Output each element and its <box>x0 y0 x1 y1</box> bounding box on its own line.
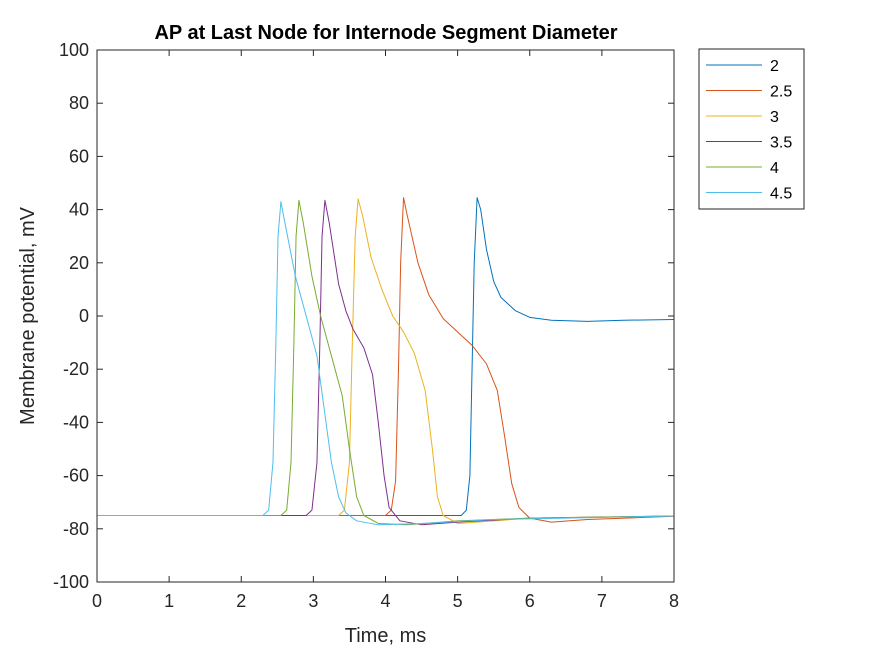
x-axis-label: Time, ms <box>345 625 426 647</box>
x-tick-label: 8 <box>669 591 679 611</box>
x-tick-label: 6 <box>525 591 535 611</box>
x-tick-label: 5 <box>453 591 463 611</box>
y-tick-label: -80 <box>63 519 89 539</box>
chart-title: AP at Last Node for Internode Segment Di… <box>154 22 617 44</box>
y-tick-label: 80 <box>69 93 89 113</box>
x-tick-label: 1 <box>164 591 174 611</box>
legend-label: 2 <box>770 58 779 75</box>
plot-frame <box>96 49 675 583</box>
ticks-layer: 0 1 2 3 4 5 6 7 8 -100 -80 -60 -40 -20 0 20 40 60 80 100 <box>53 40 679 611</box>
y-tick-label: -40 <box>63 412 89 432</box>
legend-label: 3.5 <box>770 135 792 152</box>
y-tick-label: 60 <box>69 146 89 166</box>
x-tick-label: 4 <box>380 591 390 611</box>
series-layer <box>97 197 675 526</box>
y-tick-label: -20 <box>63 359 89 379</box>
x-tick-label: 2 <box>236 591 246 611</box>
plot-area <box>97 50 674 582</box>
y-tick-label: 100 <box>59 40 89 60</box>
x-tick-label: 0 <box>92 591 102 611</box>
y-tick-label: 20 <box>69 253 89 273</box>
y-tick-label: -100 <box>53 572 89 592</box>
legend-label: 4.5 <box>770 186 792 203</box>
x-tick-label: 3 <box>308 591 318 611</box>
y-tick-label: 0 <box>79 306 89 326</box>
legend-label: 3 <box>770 109 779 126</box>
series-line-2 <box>97 197 675 516</box>
legend: 2 2.5 3 3.5 4 4.5 <box>698 48 805 210</box>
series-line-4-5 <box>97 201 675 526</box>
y-tick-label: 40 <box>69 200 89 220</box>
x-tick-label: 7 <box>597 591 607 611</box>
y-tick-label: -60 <box>63 466 89 486</box>
legend-box <box>698 48 805 210</box>
legend-label: 4 <box>770 160 779 177</box>
series-line-2-5 <box>97 197 675 523</box>
series-line-3 <box>97 198 675 524</box>
y-axis-label: Membrane potential, mV <box>17 206 39 425</box>
series-line-4 <box>97 199 675 526</box>
legend-label: 2.5 <box>770 84 792 101</box>
